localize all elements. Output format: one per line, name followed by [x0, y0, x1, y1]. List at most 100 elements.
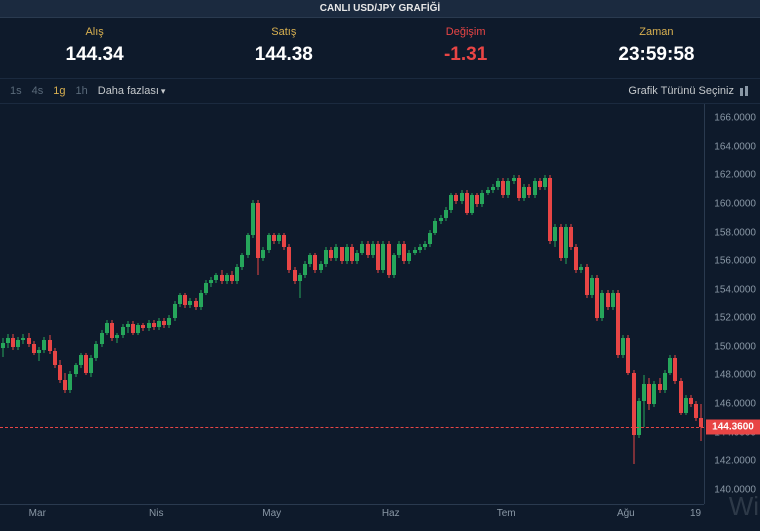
candle [53, 104, 57, 504]
candle [209, 104, 213, 504]
candle [569, 104, 573, 504]
candle [183, 104, 187, 504]
y-tick: 164.0000 [714, 141, 756, 152]
stat-chg-value: -1.31 [444, 44, 487, 66]
timeframe-1g[interactable]: 1g [53, 85, 65, 97]
candle [543, 104, 547, 504]
candle [27, 104, 31, 504]
stat-bid-label: Alış [66, 26, 124, 38]
candle [261, 104, 265, 504]
candle [355, 104, 359, 504]
candle [559, 104, 563, 504]
stat-time-value: 23:59:58 [618, 44, 694, 66]
candle [616, 104, 620, 504]
candle [141, 104, 145, 504]
x-axis: MarNisMayHazTemAğu19 [0, 504, 704, 522]
candle [214, 104, 218, 504]
y-tick: 148.0000 [714, 370, 756, 381]
candle [68, 104, 72, 504]
candle [235, 104, 239, 504]
x-tick: May [262, 508, 281, 519]
chart-type-label: Grafik Türünü Seçiniz [628, 85, 734, 97]
candle [413, 104, 417, 504]
candle [496, 104, 500, 504]
candle [600, 104, 604, 504]
candle [392, 104, 396, 504]
candle [48, 104, 52, 504]
candle [465, 104, 469, 504]
stat-ask-label: Satış [255, 26, 313, 38]
candle [42, 104, 46, 504]
candle [147, 104, 151, 504]
watermark: Wind [729, 491, 760, 522]
candle [564, 104, 568, 504]
candle [199, 104, 203, 504]
stat-bid: Alış 144.34 [66, 26, 124, 66]
candlestick-icon [738, 86, 750, 96]
candle [16, 104, 20, 504]
candle [642, 104, 646, 504]
candle [63, 104, 67, 504]
candle [673, 104, 677, 504]
candle [611, 104, 615, 504]
candle [647, 104, 651, 504]
candle [475, 104, 479, 504]
stat-time-label: Zaman [618, 26, 694, 38]
last-price-value: 144.3600 [712, 422, 754, 433]
y-tick: 152.0000 [714, 313, 756, 324]
candle [178, 104, 182, 504]
x-tick: Mar [29, 508, 46, 519]
candle [444, 104, 448, 504]
candle [590, 104, 594, 504]
chart-type-selector[interactable]: Grafik Türünü Seçiniz [628, 85, 750, 97]
y-tick: 162.0000 [714, 170, 756, 181]
candle [407, 104, 411, 504]
candle [626, 104, 630, 504]
candle [460, 104, 464, 504]
candle [287, 104, 291, 504]
candle [486, 104, 490, 504]
x-tick: 19 [690, 508, 701, 519]
candle [345, 104, 349, 504]
y-tick: 150.0000 [714, 341, 756, 352]
candle [11, 104, 15, 504]
candle [663, 104, 667, 504]
candle [251, 104, 255, 504]
candle [157, 104, 161, 504]
timeframe-4s[interactable]: 4s [32, 85, 44, 97]
candle [225, 104, 229, 504]
candle [548, 104, 552, 504]
candle [360, 104, 364, 504]
candle [74, 104, 78, 504]
candle [277, 104, 281, 504]
candle [303, 104, 307, 504]
candle [267, 104, 271, 504]
candle [387, 104, 391, 504]
candle [350, 104, 354, 504]
stat-time: Zaman 23:59:58 [618, 26, 694, 66]
candle [366, 104, 370, 504]
candle [423, 104, 427, 504]
candle [334, 104, 338, 504]
candle [402, 104, 406, 504]
candle [340, 104, 344, 504]
candle [313, 104, 317, 504]
candle [418, 104, 422, 504]
timeframe-group: 1s 4s 1g 1h Daha fazlası [10, 85, 165, 97]
candle [689, 104, 693, 504]
timeframe-1h[interactable]: 1h [76, 85, 88, 97]
candle [574, 104, 578, 504]
timeframe-1s[interactable]: 1s [10, 85, 22, 97]
candle [100, 104, 104, 504]
candle [58, 104, 62, 504]
chart-area[interactable]: 140.0000142.0000144.0000146.0000148.0000… [0, 104, 760, 522]
timeframe-more[interactable]: Daha fazlası [98, 85, 166, 97]
candle [397, 104, 401, 504]
candle [152, 104, 156, 504]
y-tick: 146.0000 [714, 399, 756, 410]
candle [230, 104, 234, 504]
candle [679, 104, 683, 504]
candle [553, 104, 557, 504]
candle [94, 104, 98, 504]
candle [506, 104, 510, 504]
